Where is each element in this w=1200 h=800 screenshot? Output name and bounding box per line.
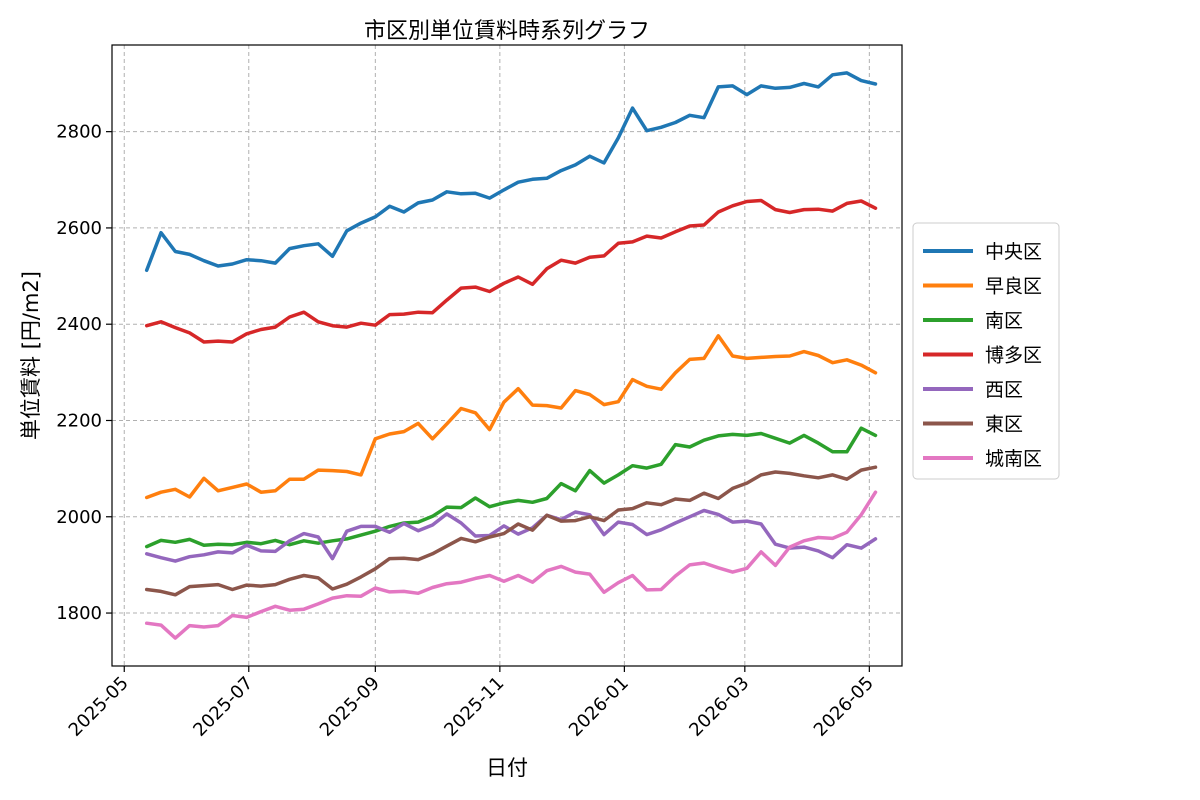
plot-area-frame bbox=[111, 44, 903, 667]
legend-entry-label: 中央区 bbox=[985, 241, 1042, 263]
legend-entry-label: 博多区 bbox=[985, 345, 1042, 367]
chart-title: 市区別単位賃料時系列グラフ bbox=[364, 19, 650, 44]
y-tick-label: 1800 bbox=[56, 603, 102, 624]
series-line-博多区 bbox=[144, 198, 878, 344]
series-line-中央区 bbox=[144, 71, 878, 273]
legend-entry-label: 西区 bbox=[985, 379, 1023, 401]
x-tick-label: 2026-03 bbox=[685, 673, 753, 741]
y-tick-label: 2600 bbox=[56, 218, 102, 239]
x-tick-label: 2025-09 bbox=[316, 673, 384, 741]
series-line-西区 bbox=[144, 508, 878, 563]
legend-entry-label: 南区 bbox=[985, 310, 1023, 332]
y-tick-label: 2400 bbox=[56, 314, 102, 335]
legend-entry-label: 早良区 bbox=[985, 276, 1042, 298]
y-axis-ticks: 1800 2000 2200 2400 2600 2800 bbox=[56, 122, 112, 624]
y-tick-label: 2800 bbox=[56, 122, 102, 143]
y-tick-label: 2200 bbox=[56, 410, 102, 431]
x-tick-label: 2025-07 bbox=[189, 673, 257, 741]
x-axis-ticks: 2025-05 2025-07 2025-09 2025-11 2026-01 2026-… bbox=[65, 666, 878, 741]
x-tick-label: 2026-01 bbox=[565, 673, 633, 741]
x-tick-label: 2026-05 bbox=[810, 673, 878, 741]
x-tick-label: 2025-05 bbox=[65, 673, 133, 741]
legend-entry-label: 東区 bbox=[985, 414, 1023, 436]
x-tick-label: 2025-11 bbox=[440, 673, 508, 741]
y-axis-label: 単位賃料 [円/m2] bbox=[19, 271, 43, 440]
legend-entry-label: 城南区 bbox=[985, 448, 1042, 470]
series-lines bbox=[144, 71, 878, 640]
y-tick-label: 2000 bbox=[56, 507, 102, 528]
grid bbox=[112, 45, 902, 666]
series-line-南区 bbox=[144, 426, 878, 549]
series-line-城南区 bbox=[144, 490, 878, 640]
series-line-早良区 bbox=[144, 334, 878, 500]
x-axis-label: 日付 bbox=[486, 756, 528, 780]
series-line-東区 bbox=[144, 465, 878, 597]
